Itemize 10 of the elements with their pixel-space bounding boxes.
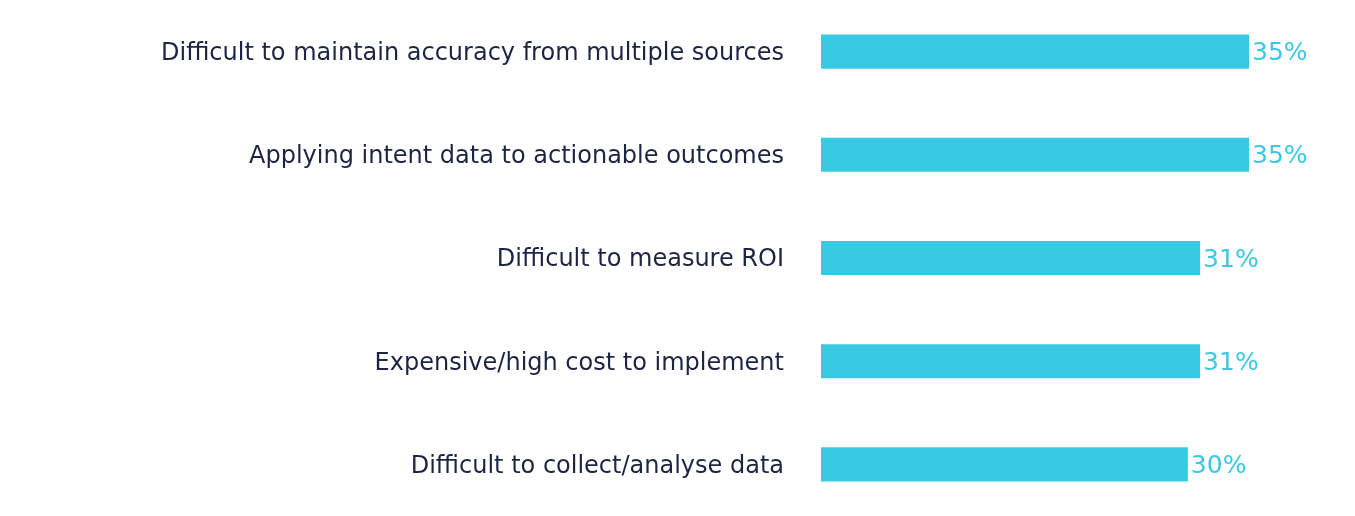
data-label: 35% <box>1252 37 1308 67</box>
data-label: 35% <box>1252 140 1308 170</box>
y-tick-label: Difficult to measure ROI <box>496 244 784 273</box>
y-tick-label: Applying intent data to actionable outcomes <box>249 141 784 170</box>
y-tick-label: Difficult to collect/analyse data <box>410 450 784 479</box>
y-tick-label: Difficult to maintain accuracy from multiple sources <box>160 38 784 66</box>
data-label: 31% <box>1203 346 1259 376</box>
y-tick-label: Expensive/high cost to implement <box>374 347 784 376</box>
data-label: 31% <box>1203 243 1259 273</box>
data-label: 30% <box>1190 449 1247 479</box>
